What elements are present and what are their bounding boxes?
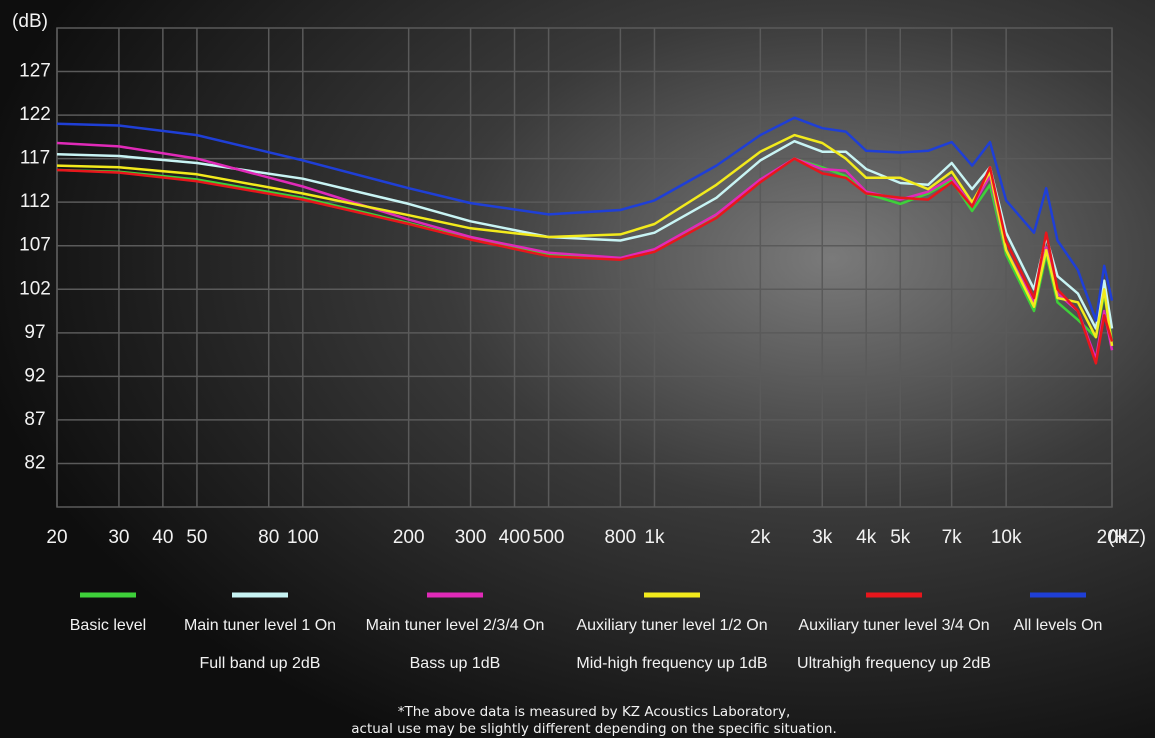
- legend-label: Auxiliary tuner level 1/2 On: [576, 617, 767, 634]
- y-tick-label: 97: [24, 322, 45, 343]
- response-line: [56, 133, 1114, 347]
- x-tick-label: 500: [533, 527, 565, 548]
- legend-note: Ultrahigh frequency up 2dB: [797, 655, 991, 672]
- legend-label: Basic level: [70, 617, 146, 634]
- y-tick-label: 127: [19, 61, 51, 82]
- x-tick-label: 50: [186, 527, 207, 548]
- x-tick-label: 200: [393, 527, 425, 548]
- y-tick-label: 117: [20, 148, 50, 169]
- y-tick-label: 112: [20, 191, 50, 212]
- x-tick-label: 400: [499, 527, 531, 548]
- legend-label: All levels On: [1014, 617, 1103, 634]
- footnote: actual use may be slightly different dep…: [351, 721, 836, 737]
- x-tick-label: 20: [46, 527, 67, 548]
- x-tick-label: 3k: [812, 527, 833, 548]
- legend-note: Full band up 2dB: [200, 655, 321, 672]
- x-tick-label: 300: [455, 527, 487, 548]
- legend-note: Bass up 1dB: [410, 655, 501, 672]
- y-tick-label: 82: [24, 452, 45, 473]
- x-tick-label: 7k: [942, 527, 963, 548]
- x-axis-label: (HZ): [1108, 527, 1146, 548]
- response-line: [56, 157, 1114, 365]
- x-tick-label: 2k: [750, 527, 771, 548]
- y-axis-label: (dB): [12, 11, 48, 32]
- x-tick-label: 5k: [890, 527, 911, 548]
- x-tick-label: 4k: [856, 527, 877, 548]
- legend-note: Mid-high frequency up 1dB: [576, 655, 767, 672]
- x-tick-label: 800: [605, 527, 637, 548]
- x-tick-label: 20k: [1097, 527, 1128, 548]
- x-tick-label: 1k: [644, 527, 665, 548]
- x-tick-label: 10k: [991, 527, 1022, 548]
- footnote: *The above data is measured by KZ Acoust…: [398, 704, 790, 720]
- x-tick-label: 80: [258, 527, 279, 548]
- legend-label: Main tuner level 2/3/4 On: [366, 617, 545, 634]
- response-line: [56, 116, 1114, 322]
- legend-label: Auxiliary tuner level 3/4 On: [798, 617, 989, 634]
- x-tick-label: 30: [108, 527, 129, 548]
- y-tick-label: 102: [19, 278, 51, 299]
- y-tick-label: 87: [24, 409, 45, 430]
- x-tick-label: 40: [152, 527, 173, 548]
- y-tick-label: 107: [19, 235, 51, 256]
- x-tick-label: 100: [287, 527, 319, 548]
- legend-label: Main tuner level 1 On: [184, 617, 336, 634]
- y-tick-label: 122: [19, 104, 51, 125]
- y-tick-label: 92: [24, 365, 45, 386]
